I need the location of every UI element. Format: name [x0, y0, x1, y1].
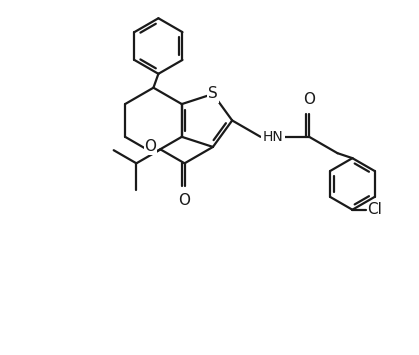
Text: O: O [145, 139, 157, 154]
Text: HN: HN [263, 130, 283, 144]
Text: Cl: Cl [367, 202, 382, 217]
Text: O: O [303, 92, 315, 107]
Text: S: S [208, 87, 218, 102]
Text: O: O [178, 193, 191, 208]
